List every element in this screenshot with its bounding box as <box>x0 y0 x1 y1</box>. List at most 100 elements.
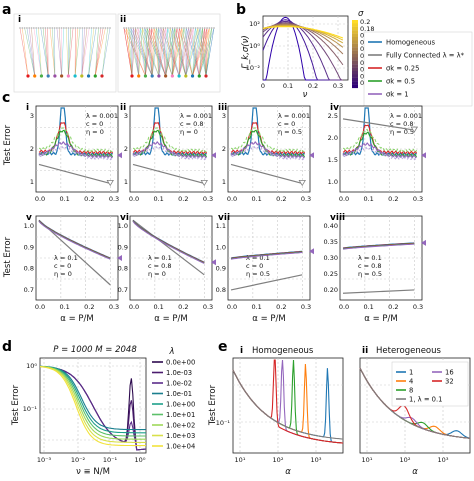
panel-e-title-ii: Heterogeneous <box>376 346 442 356</box>
panel-e-ii-xtick: 10³ <box>438 456 449 464</box>
connection-line <box>131 27 134 77</box>
colorbar-swatch <box>352 43 358 48</box>
connection-line <box>128 27 153 77</box>
end-marker <box>211 152 216 159</box>
x-tick: 0.3 <box>301 195 311 203</box>
legend-label: Fully Connected λ = λ* <box>386 52 465 60</box>
input-node <box>150 27 153 29</box>
connection-line <box>186 27 200 77</box>
x-tick: 0.2 <box>388 195 398 203</box>
connection-line <box>178 27 189 77</box>
annotation: η = 0 <box>180 128 198 136</box>
output-node <box>46 74 50 78</box>
colorbar-swatch <box>352 54 358 58</box>
input-node <box>104 27 107 29</box>
x-tick: 0.1 <box>153 195 163 203</box>
output-node <box>157 74 161 78</box>
output-node <box>130 74 134 78</box>
input-node <box>190 27 192 29</box>
input-node <box>49 27 51 29</box>
subplot-label: vi <box>120 213 129 223</box>
input-node <box>123 27 125 29</box>
x-tick: 0.1 <box>363 195 373 203</box>
x-tick: 0.2 <box>178 195 188 203</box>
colorbar-swatch <box>352 84 358 89</box>
connection-line <box>172 27 175 77</box>
input-node <box>208 27 211 29</box>
series-line <box>230 127 306 153</box>
panel-d-curves <box>39 365 147 451</box>
panel-d-axes <box>39 357 147 454</box>
connection-line <box>172 27 180 77</box>
series-line <box>230 251 303 260</box>
connection-line <box>19 27 29 77</box>
input-node <box>39 27 42 29</box>
subplot-label: vii <box>218 213 230 223</box>
x-tick: 0.0 <box>339 195 349 203</box>
colorbar-swatch <box>352 74 358 78</box>
fully-connected-marker <box>410 126 418 133</box>
subplot-label: i <box>26 103 29 113</box>
input-node <box>139 27 142 29</box>
panel-e-alpha-sweep: i Homogeneous ii Heterogeneous Test Erro… <box>208 346 471 477</box>
x-tick: 0.1 <box>363 303 373 311</box>
connection-line <box>192 27 201 77</box>
x-tick: 0.3 <box>109 303 119 311</box>
legend-label: 32 <box>445 378 454 386</box>
annotation: λ = 0.1 <box>54 254 78 262</box>
end-marker <box>421 152 426 159</box>
panel-b-xtick: 0.1 <box>283 82 293 90</box>
connection-line <box>199 27 215 77</box>
connection-line <box>81 27 90 77</box>
connection-line <box>199 27 205 77</box>
legend-label: 8 <box>409 387 413 395</box>
connection-line <box>205 27 215 77</box>
input-node <box>97 27 100 29</box>
input-node <box>26 27 28 29</box>
colorbar-swatch <box>352 47 358 51</box>
input-node <box>173 27 176 29</box>
connection-line <box>131 27 136 77</box>
legend-label: 4 <box>409 378 413 386</box>
output-node <box>100 74 104 78</box>
connection-line <box>135 27 139 77</box>
connection-line <box>31 27 35 77</box>
connection-line <box>68 27 74 77</box>
connection-line <box>137 27 139 77</box>
legend-label: 16 <box>445 369 454 377</box>
connection-line <box>61 27 65 77</box>
legend-label: 0.0e+00 <box>166 359 195 367</box>
end-marker <box>211 259 216 266</box>
annotation: c = 0 <box>278 120 295 128</box>
input-node <box>28 27 31 29</box>
y-tick: 2 <box>30 145 34 153</box>
connection-line <box>153 27 160 77</box>
connection-line <box>178 27 192 77</box>
panel-e-title-i: Homogeneous <box>252 346 314 356</box>
panel-c-subplot-v: v 0.0 0.1 0.2 0.3 0.7 0.8 0.9 1.0 α = P/M λ = 0.1c… <box>24 213 122 324</box>
input-node <box>210 27 213 29</box>
panel-b-xtick: 0.2 <box>308 82 318 90</box>
output-node <box>177 74 181 78</box>
connection-line <box>149 27 153 77</box>
spectrum-curve <box>262 23 344 66</box>
input-node <box>183 27 185 29</box>
output-node <box>170 74 174 78</box>
subplot-label: ii <box>120 103 126 113</box>
panel-c-test-error-grid: Test Error Test Error i 0.0 0.1 0.2 0.3 1 2 3 λ … <box>3 103 426 324</box>
connection-line <box>74 27 81 77</box>
panel-d-xtick: 10⁻³ <box>37 456 52 464</box>
colorbar-swatch <box>352 60 358 65</box>
connection-line <box>145 27 148 77</box>
annotation: c = 0 <box>246 262 263 270</box>
panel-b-legend: Homogeneous Fully Connected λ = λ* σk = 0.… <box>363 31 473 107</box>
connection-line <box>178 27 194 77</box>
legend-label: 1.0e-01 <box>166 390 192 398</box>
input-node <box>90 27 93 29</box>
y-tick: 0.35 <box>324 238 338 246</box>
connection-line <box>165 27 171 77</box>
output-node <box>33 74 37 78</box>
connection-line <box>199 27 212 77</box>
colorbar-swatch <box>352 81 358 85</box>
